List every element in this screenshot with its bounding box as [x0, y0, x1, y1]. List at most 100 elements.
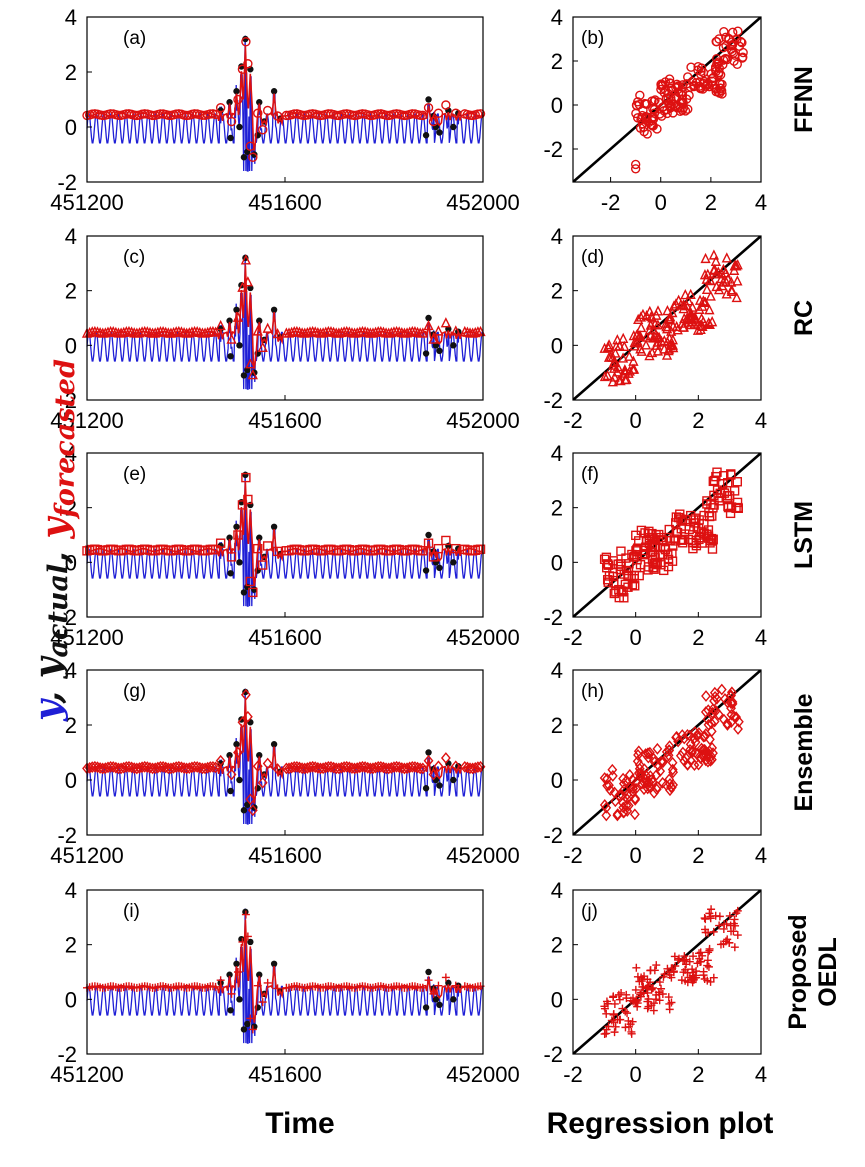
actual-point	[450, 996, 457, 1003]
scatter-point	[649, 756, 660, 768]
scatter-point	[718, 276, 729, 287]
actual-point	[240, 372, 248, 379]
scatter-point	[652, 331, 663, 342]
actual-point	[244, 583, 251, 591]
scatter-point	[668, 341, 679, 353]
forecast-marker	[233, 968, 242, 976]
forecast-marker	[418, 110, 428, 121]
scatter-point	[687, 744, 698, 757]
scatter-point	[600, 1002, 609, 1011]
scatter-point	[634, 762, 645, 775]
scatter-point	[612, 366, 623, 377]
scatter-point	[599, 799, 610, 811]
y-signal-line	[86, 254, 483, 390]
forecast-marker	[210, 545, 221, 555]
x-tick-label: 0	[630, 1062, 642, 1087]
forecast-marker	[215, 319, 226, 331]
scatter-point	[671, 961, 680, 970]
scatter-point	[732, 477, 743, 487]
forecast-marker	[233, 530, 243, 540]
actual-point	[422, 567, 430, 574]
scatter-point	[623, 582, 633, 592]
scatter-point	[641, 331, 652, 342]
actual-point	[236, 996, 243, 1003]
scatter-point	[694, 303, 705, 314]
forecast-marker	[299, 762, 310, 775]
panel-label: (d)	[581, 247, 604, 268]
forecast-marker	[176, 326, 187, 337]
scatter-point	[733, 906, 742, 915]
x-tick-label: 0	[630, 625, 642, 650]
forecast-marker	[344, 326, 355, 337]
scatter-point	[614, 990, 623, 999]
y-tick-label: 2	[65, 279, 77, 304]
x-tick-label: 452000	[446, 1062, 519, 1087]
scatter-point	[605, 784, 616, 796]
scatter-point	[599, 370, 611, 382]
scatter-point	[701, 690, 711, 702]
forecast-marker	[360, 761, 371, 773]
scatter-point	[616, 546, 626, 556]
scatter-point	[697, 538, 707, 548]
y-tick-label: -2	[57, 823, 77, 848]
scatter-point	[643, 751, 654, 764]
y-axis-label: y, yactual, yforecasted	[27, 359, 81, 722]
scatter-point	[643, 1004, 652, 1013]
actual-point	[236, 559, 243, 566]
regression-frame	[572, 452, 762, 618]
scatter-point	[601, 801, 612, 814]
x-tick-label: 451600	[248, 190, 321, 215]
scatter-point	[663, 313, 674, 324]
actual-point	[256, 752, 263, 759]
forecast-marker	[215, 538, 226, 548]
forecast-marker	[428, 552, 439, 562]
scatter-point	[603, 560, 614, 570]
scatter-point	[679, 732, 690, 745]
y-label-part: y	[27, 655, 69, 679]
forecast-marker	[383, 762, 394, 775]
forecast-marker	[441, 535, 451, 546]
forecast-marker	[423, 754, 434, 767]
y-tick-label: 4	[551, 5, 563, 30]
panel-label: (b)	[581, 28, 604, 49]
model-label: FFNN	[790, 66, 818, 133]
y-tick-label: 2	[65, 60, 77, 85]
actual-point	[436, 564, 443, 571]
scatter-point	[732, 497, 743, 508]
forecast-marker	[341, 760, 352, 773]
forecast-marker	[424, 976, 433, 985]
scatter-point	[721, 288, 732, 299]
scatter-point	[716, 940, 725, 949]
y-tick-label: -2	[543, 388, 563, 413]
scatter-point	[681, 976, 690, 985]
x-tick-label: 0	[630, 408, 642, 433]
scatter-point	[676, 535, 687, 545]
scatter-point	[611, 340, 622, 351]
regression-frame	[572, 235, 762, 401]
y-tick-label: 0	[65, 768, 77, 793]
scatter-point	[685, 318, 697, 330]
x-tick-label: 451200	[50, 1062, 123, 1087]
x-tick-label: 452000	[446, 625, 519, 650]
scatter-point	[651, 783, 662, 796]
model-label-line: FFNN	[790, 66, 818, 133]
scatter-point	[622, 994, 631, 1003]
forecast-marker	[326, 761, 336, 773]
forecast-marker	[232, 311, 244, 322]
forecast-marker	[160, 326, 171, 337]
scatter-point	[704, 948, 713, 957]
forecast-marker	[433, 543, 444, 554]
scatter-point	[680, 514, 690, 525]
forecast-marker	[434, 981, 443, 990]
actual-point	[445, 979, 452, 987]
scatter-point	[622, 805, 633, 817]
forecast-marker	[257, 776, 268, 789]
forecast-marker	[200, 762, 210, 775]
x-tick-label: 2	[692, 625, 704, 650]
forecast-marker	[237, 64, 248, 74]
scatter-point	[649, 1006, 658, 1015]
forecast-marker	[262, 105, 273, 116]
scatter-point	[602, 1029, 611, 1038]
scatter-point	[729, 927, 738, 936]
y-tick-label: -2	[57, 388, 77, 413]
